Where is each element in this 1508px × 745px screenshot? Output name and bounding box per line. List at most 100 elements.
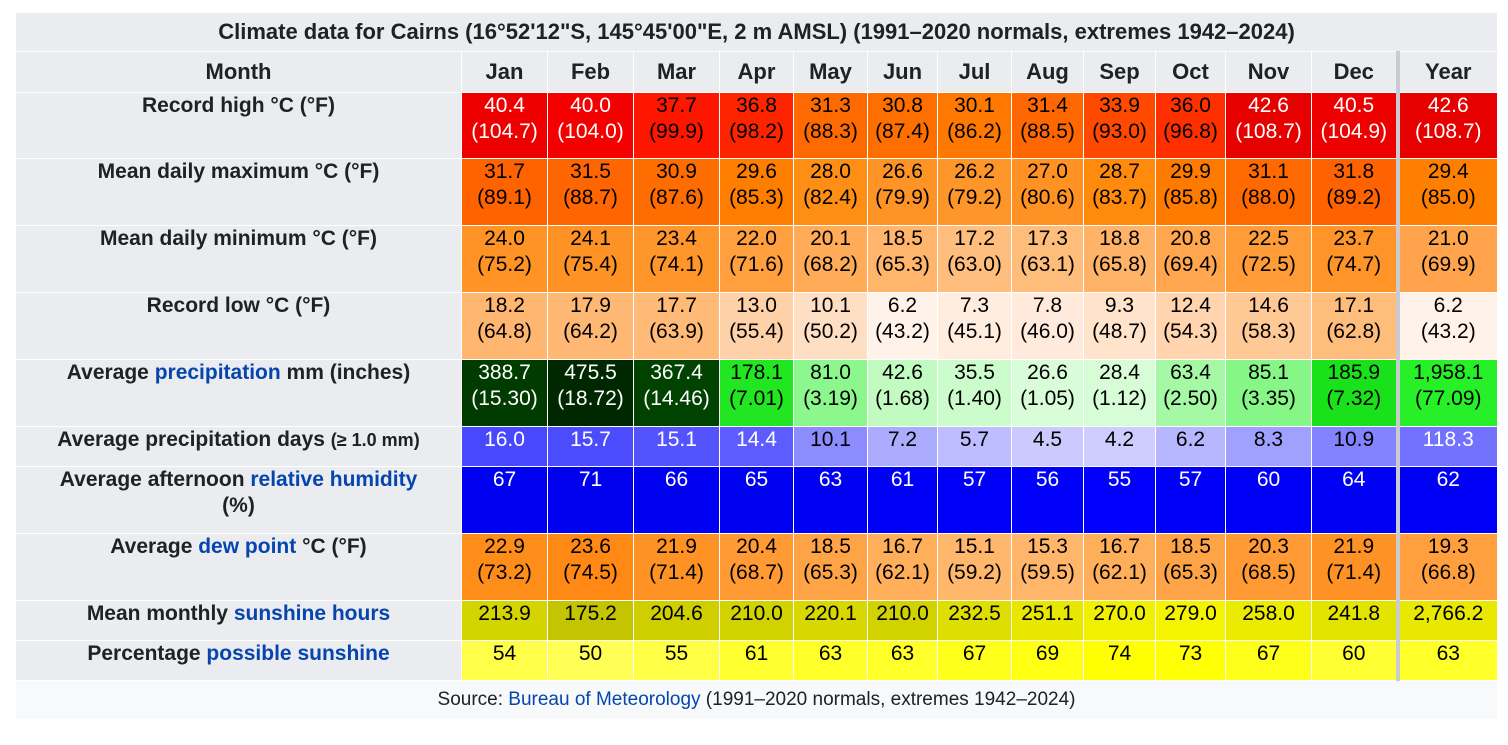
cell-value: 31.3 [810, 94, 851, 117]
cell-record-low-sep: 9.3 (48.7) [1083, 292, 1156, 360]
cell-value: 63 [818, 468, 843, 491]
cell-value: 42.6 [1248, 94, 1289, 117]
cell-mean-daily-max-may: 28.0 (82.4) [793, 158, 868, 226]
cell-sunshine-hours-oct: 279.0 [1155, 600, 1226, 641]
cell-value: 24.1 [570, 227, 611, 250]
row-label-text: Average afternoon [59, 468, 251, 491]
cell-value: 22.0 [736, 227, 777, 250]
row-avg-dew-point: Average dew point °C (°F) 22.9 (73.2) 23.6 (… [15, 533, 1499, 601]
cell-value-imperial: (63.0) [947, 253, 1002, 276]
cell-value: 1,958.1 [1413, 361, 1484, 384]
source-suffix: (1991–2020 normals, extremes 1942–2024) [700, 689, 1076, 710]
cell-value: 8.3 [1253, 428, 1284, 451]
source-note: Source: Bureau of Meteorology (1991–2020… [14, 680, 1499, 720]
cell-value-imperial: (83.7) [1092, 186, 1147, 209]
source-link-bom[interactable]: Bureau of Meteorology [508, 689, 701, 710]
cell-value: 66 [664, 468, 689, 491]
cell-value-imperial: (65.8) [1092, 253, 1147, 276]
row-label-text: Mean daily minimum °C (°F) [100, 227, 377, 250]
row-possible-sunshine: Percentage possible sunshine 54 50 55 61 63 63… [15, 640, 1499, 681]
cell-value-imperial: (1.05) [1020, 387, 1075, 410]
cell-value: 63 [890, 642, 915, 665]
cell-value-imperial: (2.50) [1163, 387, 1218, 410]
cell-value: 63 [1436, 642, 1460, 665]
cell-value: 241.8 [1327, 602, 1381, 625]
cell-value: 185.9 [1327, 361, 1381, 384]
row-label-link-avg-dew-point[interactable]: dew point [198, 535, 297, 558]
cell-value-imperial: (75.4) [563, 253, 618, 276]
cell-avg-precip-mar: 367.4 (14.46) [633, 359, 720, 427]
cell-value: 26.2 [954, 160, 995, 183]
cell-avg-dew-point-jun: 16.7 (62.1) [867, 533, 938, 601]
cell-value-imperial: (88.3) [803, 120, 858, 143]
row-label-link-possible-sunshine[interactable]: possible sunshine [206, 642, 390, 665]
row-label-link-avg-precip[interactable]: precipitation [154, 361, 281, 384]
cell-value-imperial: (98.2) [729, 120, 784, 143]
cell-record-low-oct: 12.4 (54.3) [1155, 292, 1226, 360]
cell-value: 7.3 [959, 294, 990, 317]
cell-value: 65 [744, 468, 769, 491]
cell-value: 28.4 [1099, 361, 1140, 384]
cell-value: 6.2 [1433, 294, 1463, 317]
cell-avg-dew-point-year: 19.3 (66.8) [1395, 533, 1499, 601]
row-label-text: Average [110, 535, 199, 558]
cell-value: 9.3 [1104, 294, 1135, 317]
cell-possible-sunshine-nov: 67 [1225, 640, 1312, 681]
cell-record-high-dec: 40.5 (104.9) [1311, 92, 1398, 159]
cell-value: 61 [890, 468, 915, 491]
cell-value: 40.0 [570, 94, 611, 117]
cell-value-imperial: (59.5) [1020, 561, 1075, 584]
cell-value: 16.7 [1099, 535, 1140, 558]
cell-value: 54 [492, 642, 517, 665]
cell-record-high-sep: 33.9 (93.0) [1083, 92, 1156, 159]
cell-record-high-jul: 30.1 (86.2) [937, 92, 1012, 159]
row-label-sunshine-hours: Mean monthly sunshine hours [15, 600, 462, 641]
row-label-avg-humidity: Average afternoon relative humidity (%) [15, 466, 462, 534]
cell-avg-dew-point-mar: 21.9 (71.4) [633, 533, 720, 601]
cell-value: 17.1 [1333, 294, 1375, 317]
month-header-jul: Jul [937, 51, 1012, 93]
month-header-mar: Mar [633, 51, 720, 93]
cell-value: 74 [1107, 642, 1132, 665]
cell-value-imperial: (104.0) [557, 120, 624, 143]
cell-avg-dew-point-sep: 16.7 (62.1) [1083, 533, 1156, 601]
cell-avg-dew-point-jul: 15.1 (59.2) [937, 533, 1012, 601]
cell-value: 270.0 [1093, 602, 1146, 625]
row-label-mean-daily-min: Mean daily minimum °C (°F) [15, 225, 462, 293]
cell-value-imperial: (62.8) [1326, 320, 1382, 343]
cell-value: 388.7 [478, 361, 531, 384]
cell-value: 17.7 [656, 294, 697, 317]
row-label-link-avg-humidity[interactable]: relative humidity [250, 468, 418, 491]
cell-record-low-dec: 17.1 (62.8) [1311, 292, 1398, 360]
cell-sunshine-hours-jul: 232.5 [937, 600, 1012, 641]
cell-value-imperial: (85.0) [1420, 186, 1476, 209]
cell-avg-humidity-may: 63 [793, 466, 868, 534]
cell-mean-daily-max-apr: 29.6 (85.3) [719, 158, 794, 226]
cell-avg-precip-days-sep: 4.2 [1083, 426, 1156, 467]
cell-value-imperial: (77.09) [1414, 387, 1482, 410]
cell-mean-daily-min-apr: 22.0 (71.6) [719, 225, 794, 293]
cell-value: 20.3 [1248, 535, 1289, 558]
cell-avg-precip-may: 81.0 (3.19) [793, 359, 868, 427]
cell-sunshine-hours-mar: 204.6 [633, 600, 720, 641]
cell-value: 56 [1035, 468, 1060, 491]
cell-avg-dew-point-jan: 22.9 (73.2) [461, 533, 548, 601]
row-record-high: Record high °C (°F) 40.4 (104.7) 40.0 (104.0… [15, 92, 1499, 159]
cell-value: 15.1 [656, 428, 697, 451]
cell-mean-daily-min-feb: 24.1 (75.4) [547, 225, 634, 293]
cell-record-high-year: 42.6 (108.7) [1395, 92, 1499, 159]
cell-value: 36.0 [1170, 94, 1211, 117]
cell-record-high-apr: 36.8 (98.2) [719, 92, 794, 159]
cell-value: 17.3 [1027, 227, 1068, 250]
row-avg-precip-days: Average precipitation days (≥ 1.0 mm) 16.… [15, 426, 1499, 467]
cell-mean-daily-min-year: 21.0 (69.9) [1395, 225, 1499, 293]
cell-sunshine-hours-sep: 270.0 [1083, 600, 1156, 641]
cell-value: 29.9 [1170, 160, 1211, 183]
cell-value-imperial: (54.3) [1163, 320, 1218, 343]
cell-value-imperial: (74.7) [1326, 253, 1382, 276]
cell-value: 26.6 [1027, 361, 1068, 384]
cell-avg-precip-jun: 42.6 (1.68) [867, 359, 938, 427]
cell-avg-dew-point-feb: 23.6 (74.5) [547, 533, 634, 601]
row-label-link-sunshine-hours[interactable]: sunshine hours [233, 602, 391, 625]
cell-sunshine-hours-jun: 210.0 [867, 600, 938, 641]
